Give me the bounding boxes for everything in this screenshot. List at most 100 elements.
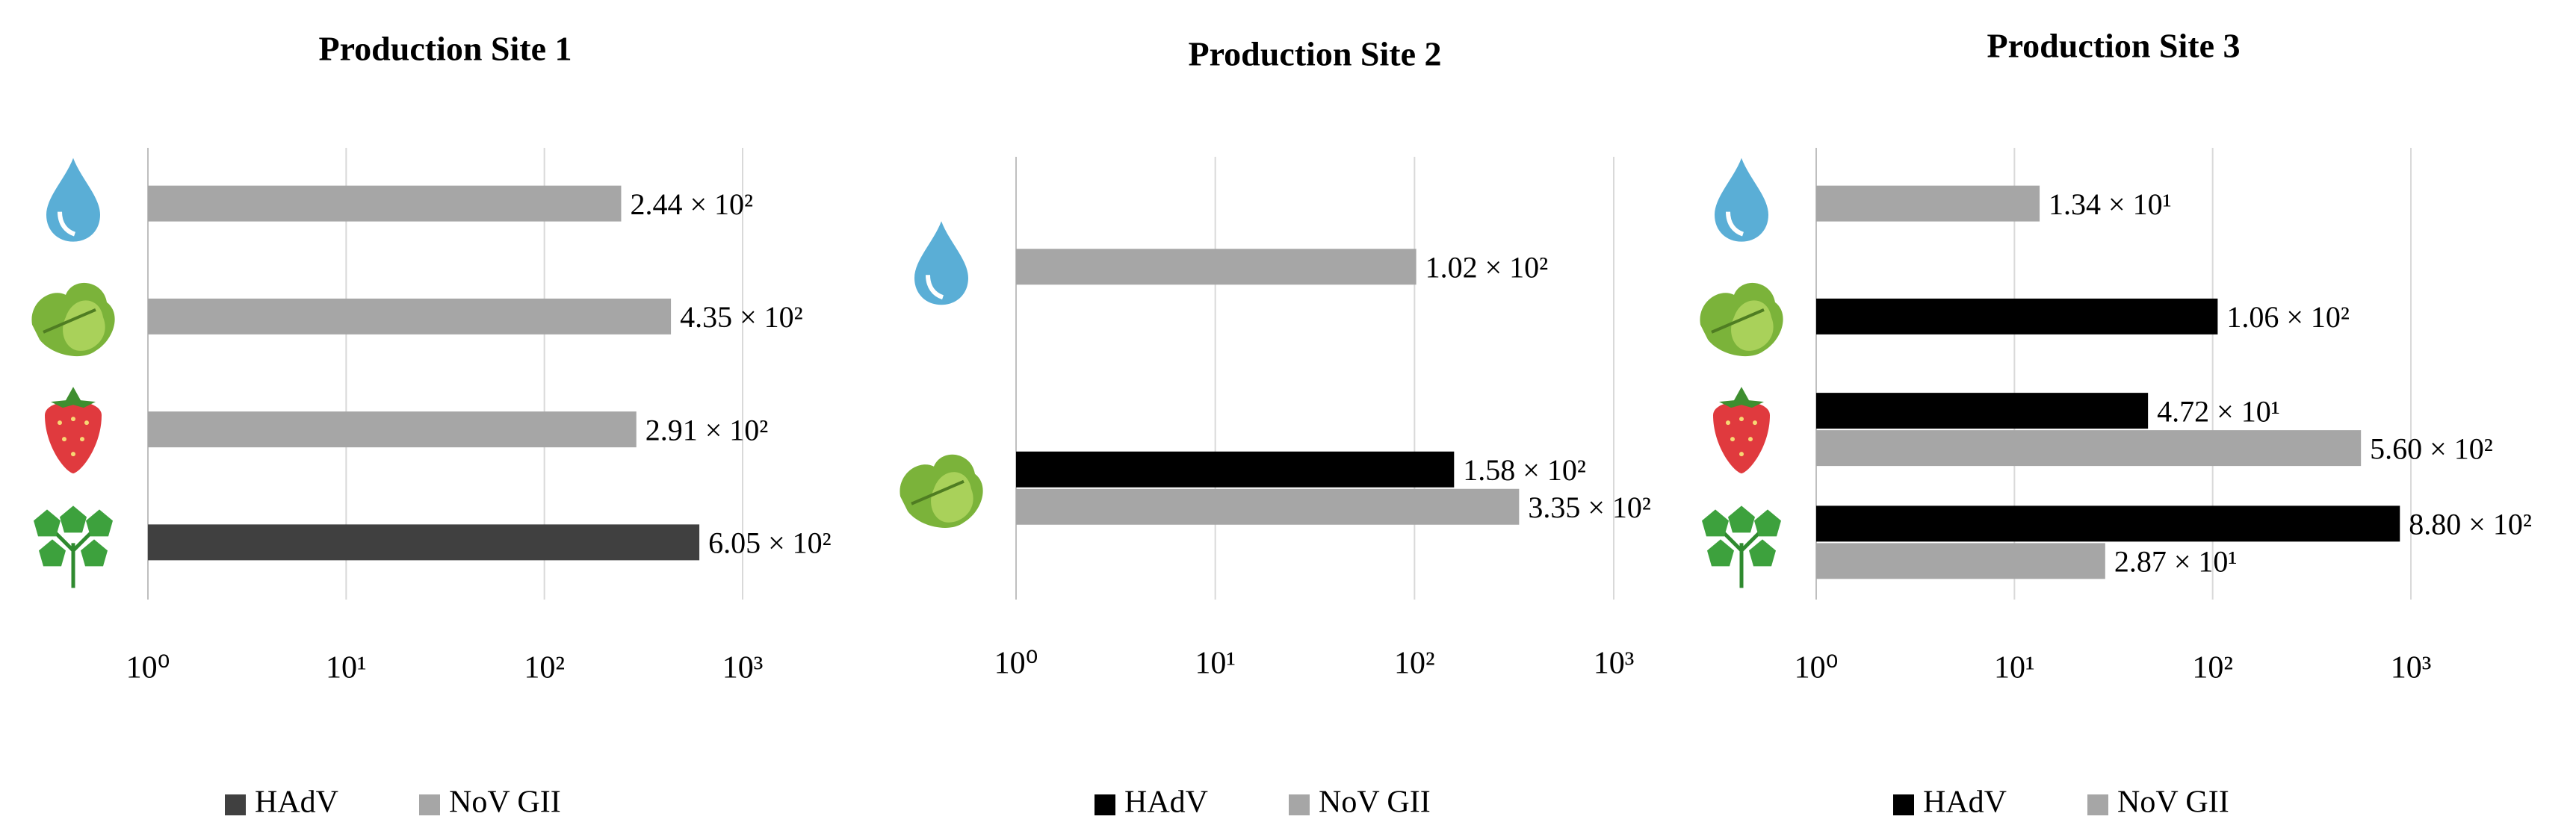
value-label: 8.80 × 10² (2409, 508, 2532, 541)
icon-vein (43, 308, 96, 334)
icon-seed (1748, 437, 1753, 442)
icon-leaflet (1702, 509, 1729, 537)
legend-label: HAdV (1923, 785, 2007, 820)
icon-stem (51, 387, 96, 408)
bar (148, 411, 637, 448)
category-icon (45, 387, 102, 474)
x-tick-label: 10² (1394, 647, 1435, 681)
legend-label: HAdV (255, 785, 338, 820)
icon-leaf (63, 300, 105, 351)
icon-seed (1730, 437, 1735, 442)
bar (1816, 185, 2040, 222)
legend-label: NoV GII (449, 785, 561, 820)
icon-seed (84, 420, 89, 426)
category-icon (1713, 387, 1770, 474)
category-icon (1702, 505, 1781, 588)
x-tick-label: 10⁰ (994, 647, 1038, 681)
value-label: 1.06 × 10² (2226, 300, 2350, 334)
icon-leaflet (34, 509, 61, 537)
value-label: 1.02 × 10² (1425, 250, 1549, 284)
x-tick-label: 10⁰ (126, 651, 170, 685)
icon-vein (911, 479, 965, 505)
icon-leaflet (1728, 505, 1755, 533)
icon-seed (1739, 417, 1744, 422)
icon-seed (80, 437, 84, 442)
x-tick-label: 10³ (2391, 651, 2432, 685)
x-tick-label: 10⁰ (1795, 651, 1839, 685)
value-label: 2.44 × 10² (630, 187, 753, 221)
icon-seed (1753, 420, 1757, 426)
bar (1016, 451, 1455, 488)
category-icon (1715, 158, 1768, 242)
value-label: 2.91 × 10² (645, 413, 769, 446)
value-label: 1.58 × 10² (1463, 453, 1586, 487)
bar (1816, 298, 2218, 335)
icon-seed (71, 452, 75, 457)
legend-swatch (1893, 794, 1914, 815)
value-label: 6.05 × 10² (708, 526, 832, 560)
value-label: 3.35 × 10² (1528, 491, 1651, 524)
icon-berry (45, 401, 102, 474)
icon-leaf (1731, 300, 1774, 351)
value-label: 2.87 × 10¹ (2114, 545, 2238, 579)
legend-swatch (225, 794, 246, 815)
icon-drop (46, 158, 100, 242)
x-tick-label: 10² (2192, 651, 2233, 685)
category-icon (31, 282, 115, 357)
icon-leaflet (1707, 539, 1734, 567)
icon-shine (58, 211, 76, 237)
icon-drop (914, 221, 968, 305)
icon-leaf (931, 472, 973, 523)
legend-label: NoV GII (1319, 785, 1431, 820)
legend-swatch (419, 794, 440, 815)
x-tick-label: 10³ (1594, 647, 1635, 681)
bar (148, 185, 622, 222)
bar (1816, 393, 2149, 429)
icon-leaflet (1754, 509, 1781, 537)
icon-seed (1726, 420, 1730, 426)
value-label: 4.35 × 10² (680, 300, 803, 334)
legend-swatch (2087, 794, 2108, 815)
legend-swatch (1289, 794, 1310, 815)
x-tick-label: 10³ (722, 651, 764, 685)
icon-shine (1726, 211, 1744, 237)
icon-seed (71, 417, 75, 422)
value-label: 4.72 × 10¹ (2157, 394, 2280, 428)
category-icon (900, 454, 983, 528)
category-icon (34, 505, 113, 588)
chart-title: Production Site 1 (318, 30, 572, 68)
icon-leaflet (86, 509, 113, 537)
bar (148, 524, 700, 561)
x-tick-label: 10¹ (326, 651, 367, 685)
icon-leaflet (39, 539, 66, 567)
value-label: 1.34 × 10¹ (2049, 187, 2172, 221)
icon-stem (1719, 387, 1764, 408)
legend-swatch (1095, 794, 1115, 815)
icon-berry (1713, 401, 1770, 474)
bar (1016, 488, 1520, 525)
bar (1016, 249, 1417, 285)
icon-seed (1739, 452, 1744, 457)
x-tick-label: 10² (524, 651, 565, 685)
category-icon (1700, 282, 1783, 357)
bar (148, 298, 672, 335)
chart-title: Production Site 3 (1987, 27, 2240, 65)
icon-seed (62, 437, 66, 442)
icon-shine (926, 275, 944, 300)
icon-seed (58, 420, 62, 426)
bar (1816, 505, 2400, 542)
bar (1816, 543, 2105, 579)
x-tick-label: 10¹ (1994, 651, 2035, 685)
icon-vein (1711, 308, 1765, 334)
bar (1816, 430, 2362, 467)
legend-label: NoV GII (2117, 785, 2229, 820)
x-tick-label: 10¹ (1195, 647, 1236, 681)
icon-drop (1715, 158, 1768, 242)
icon-leaflet (1749, 539, 1776, 567)
chart-title: Production Site 2 (1188, 35, 1441, 73)
category-icon (914, 221, 968, 305)
icon-leaflet (81, 539, 108, 567)
value-label: 5.60 × 10² (2370, 432, 2493, 465)
legend-label: HAdV (1124, 785, 1208, 820)
